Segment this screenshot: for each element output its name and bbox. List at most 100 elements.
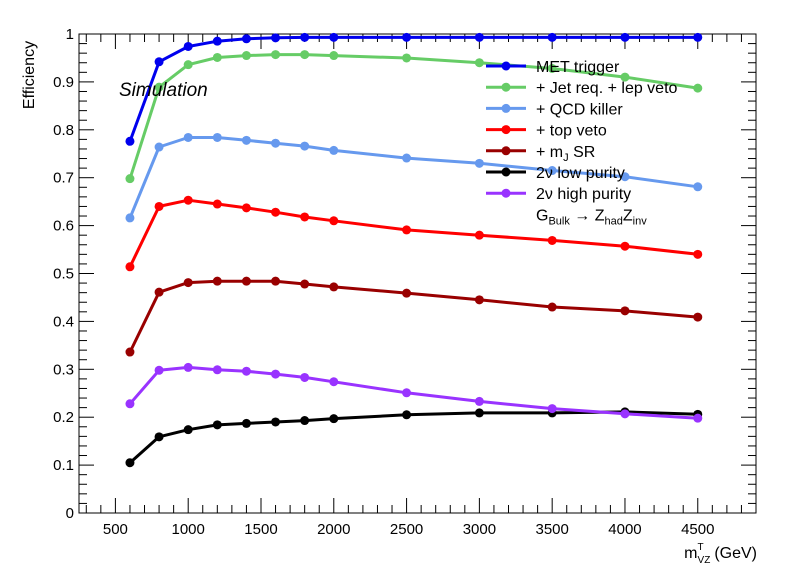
data-point bbox=[474, 58, 484, 68]
data-point bbox=[241, 418, 251, 428]
data-point bbox=[183, 41, 193, 51]
data-point bbox=[300, 279, 310, 289]
data-point bbox=[402, 288, 412, 298]
simulation-annotation: Simulation bbox=[119, 80, 208, 101]
legend-label-subscript: J bbox=[563, 152, 569, 164]
data-point bbox=[547, 63, 557, 73]
data-point bbox=[474, 32, 484, 42]
data-point bbox=[620, 306, 630, 316]
y-tick-label: 0.8 bbox=[53, 122, 74, 139]
series-4 bbox=[125, 276, 703, 357]
data-point bbox=[693, 182, 703, 192]
data-point bbox=[402, 388, 412, 398]
series-3 bbox=[125, 195, 703, 272]
data-point bbox=[329, 377, 339, 387]
data-point bbox=[474, 158, 484, 168]
data-point bbox=[271, 138, 281, 148]
x-tick-label: 4000 bbox=[608, 521, 641, 538]
data-point bbox=[474, 396, 484, 406]
legend-label-text: + QCD killer bbox=[536, 101, 623, 118]
y-tick-label: 0 bbox=[66, 505, 74, 522]
legend-process-part: → Z bbox=[570, 207, 605, 224]
data-point bbox=[241, 34, 251, 44]
legend-label-text: MET trigger bbox=[536, 59, 620, 76]
legend-marker bbox=[501, 188, 511, 198]
data-point bbox=[241, 51, 251, 61]
data-point bbox=[402, 225, 412, 235]
legend-label: + QCD killer bbox=[536, 101, 623, 118]
data-point bbox=[125, 399, 135, 409]
x-axis-label-unit: (GeV) bbox=[714, 545, 757, 562]
data-point bbox=[212, 365, 222, 375]
legend-marker bbox=[501, 125, 511, 135]
data-point bbox=[474, 295, 484, 305]
data-point bbox=[300, 416, 310, 426]
legend-label-text: + top veto bbox=[536, 123, 607, 140]
y-tick-label: 0.9 bbox=[53, 74, 74, 91]
legend-process-part: inv bbox=[633, 215, 648, 227]
legend-marker bbox=[501, 82, 511, 92]
data-point bbox=[154, 201, 164, 211]
data-point bbox=[547, 404, 557, 414]
data-point bbox=[271, 417, 281, 427]
legend-marker bbox=[501, 61, 511, 71]
legend-label: + top veto bbox=[536, 123, 607, 140]
legend-label-text: 2ν low purity bbox=[536, 165, 625, 182]
data-point bbox=[183, 362, 193, 372]
data-point bbox=[402, 53, 412, 63]
data-point bbox=[183, 132, 193, 142]
data-point bbox=[693, 32, 703, 42]
data-point bbox=[125, 213, 135, 223]
data-point bbox=[154, 365, 164, 375]
data-point bbox=[329, 216, 339, 226]
x-tick-label: 2500 bbox=[390, 521, 423, 538]
data-point bbox=[154, 432, 164, 442]
data-point bbox=[693, 83, 703, 93]
data-point bbox=[125, 136, 135, 146]
data-point bbox=[402, 410, 412, 420]
legend-marker bbox=[501, 167, 511, 177]
y-tick-label: 1 bbox=[66, 26, 74, 43]
data-point bbox=[300, 212, 310, 222]
data-point bbox=[125, 262, 135, 272]
data-point bbox=[300, 50, 310, 60]
y-tick-label: 0.5 bbox=[53, 266, 74, 283]
legend-label-text: + Jet req. + lep veto bbox=[536, 80, 678, 97]
data-point bbox=[547, 302, 557, 312]
legend-label-text: 2ν high purity bbox=[536, 186, 631, 203]
y-tick-label: 0.3 bbox=[53, 361, 74, 378]
data-point bbox=[474, 230, 484, 240]
data-point bbox=[154, 82, 164, 92]
legend-label: + mJ SR bbox=[536, 144, 595, 164]
legend-label: + Jet req. + lep veto bbox=[536, 80, 678, 97]
series-6 bbox=[125, 362, 703, 423]
data-point bbox=[183, 278, 193, 288]
data-point bbox=[329, 51, 339, 61]
data-point bbox=[183, 425, 193, 435]
data-point bbox=[125, 174, 135, 184]
series-2 bbox=[125, 132, 703, 223]
x-tick-label: 1000 bbox=[172, 521, 205, 538]
x-tick-label: 3000 bbox=[463, 521, 496, 538]
data-point bbox=[300, 141, 310, 151]
data-point bbox=[693, 413, 703, 423]
series-0 bbox=[125, 32, 703, 146]
x-axis-label: mT VZ (GeV) bbox=[684, 542, 757, 566]
data-point bbox=[329, 145, 339, 155]
y-axis-label: Efficiency bbox=[21, 41, 38, 109]
data-point bbox=[271, 207, 281, 217]
x-axis-label-main: m bbox=[684, 545, 697, 562]
data-point bbox=[620, 241, 630, 251]
data-point bbox=[125, 347, 135, 357]
data-point bbox=[125, 458, 135, 468]
data-point bbox=[300, 32, 310, 42]
x-tick-label: 500 bbox=[103, 521, 128, 538]
data-point bbox=[620, 172, 630, 182]
data-point bbox=[241, 135, 251, 145]
data-point bbox=[212, 36, 222, 46]
y-tick-label: 0.4 bbox=[53, 313, 74, 330]
data-point bbox=[212, 52, 222, 62]
legend-label-tail: SR bbox=[569, 144, 596, 161]
